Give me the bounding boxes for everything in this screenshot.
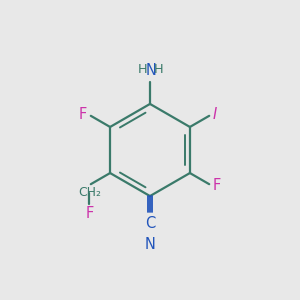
Text: F: F (79, 107, 87, 122)
Text: H: H (138, 63, 147, 76)
Text: I: I (213, 107, 217, 122)
Text: F: F (85, 206, 93, 221)
Text: CH₂: CH₂ (78, 186, 101, 199)
Text: H: H (154, 63, 164, 76)
Text: N: N (145, 237, 155, 252)
Text: F: F (213, 178, 221, 193)
Text: N: N (146, 63, 156, 78)
Text: C: C (145, 216, 155, 231)
